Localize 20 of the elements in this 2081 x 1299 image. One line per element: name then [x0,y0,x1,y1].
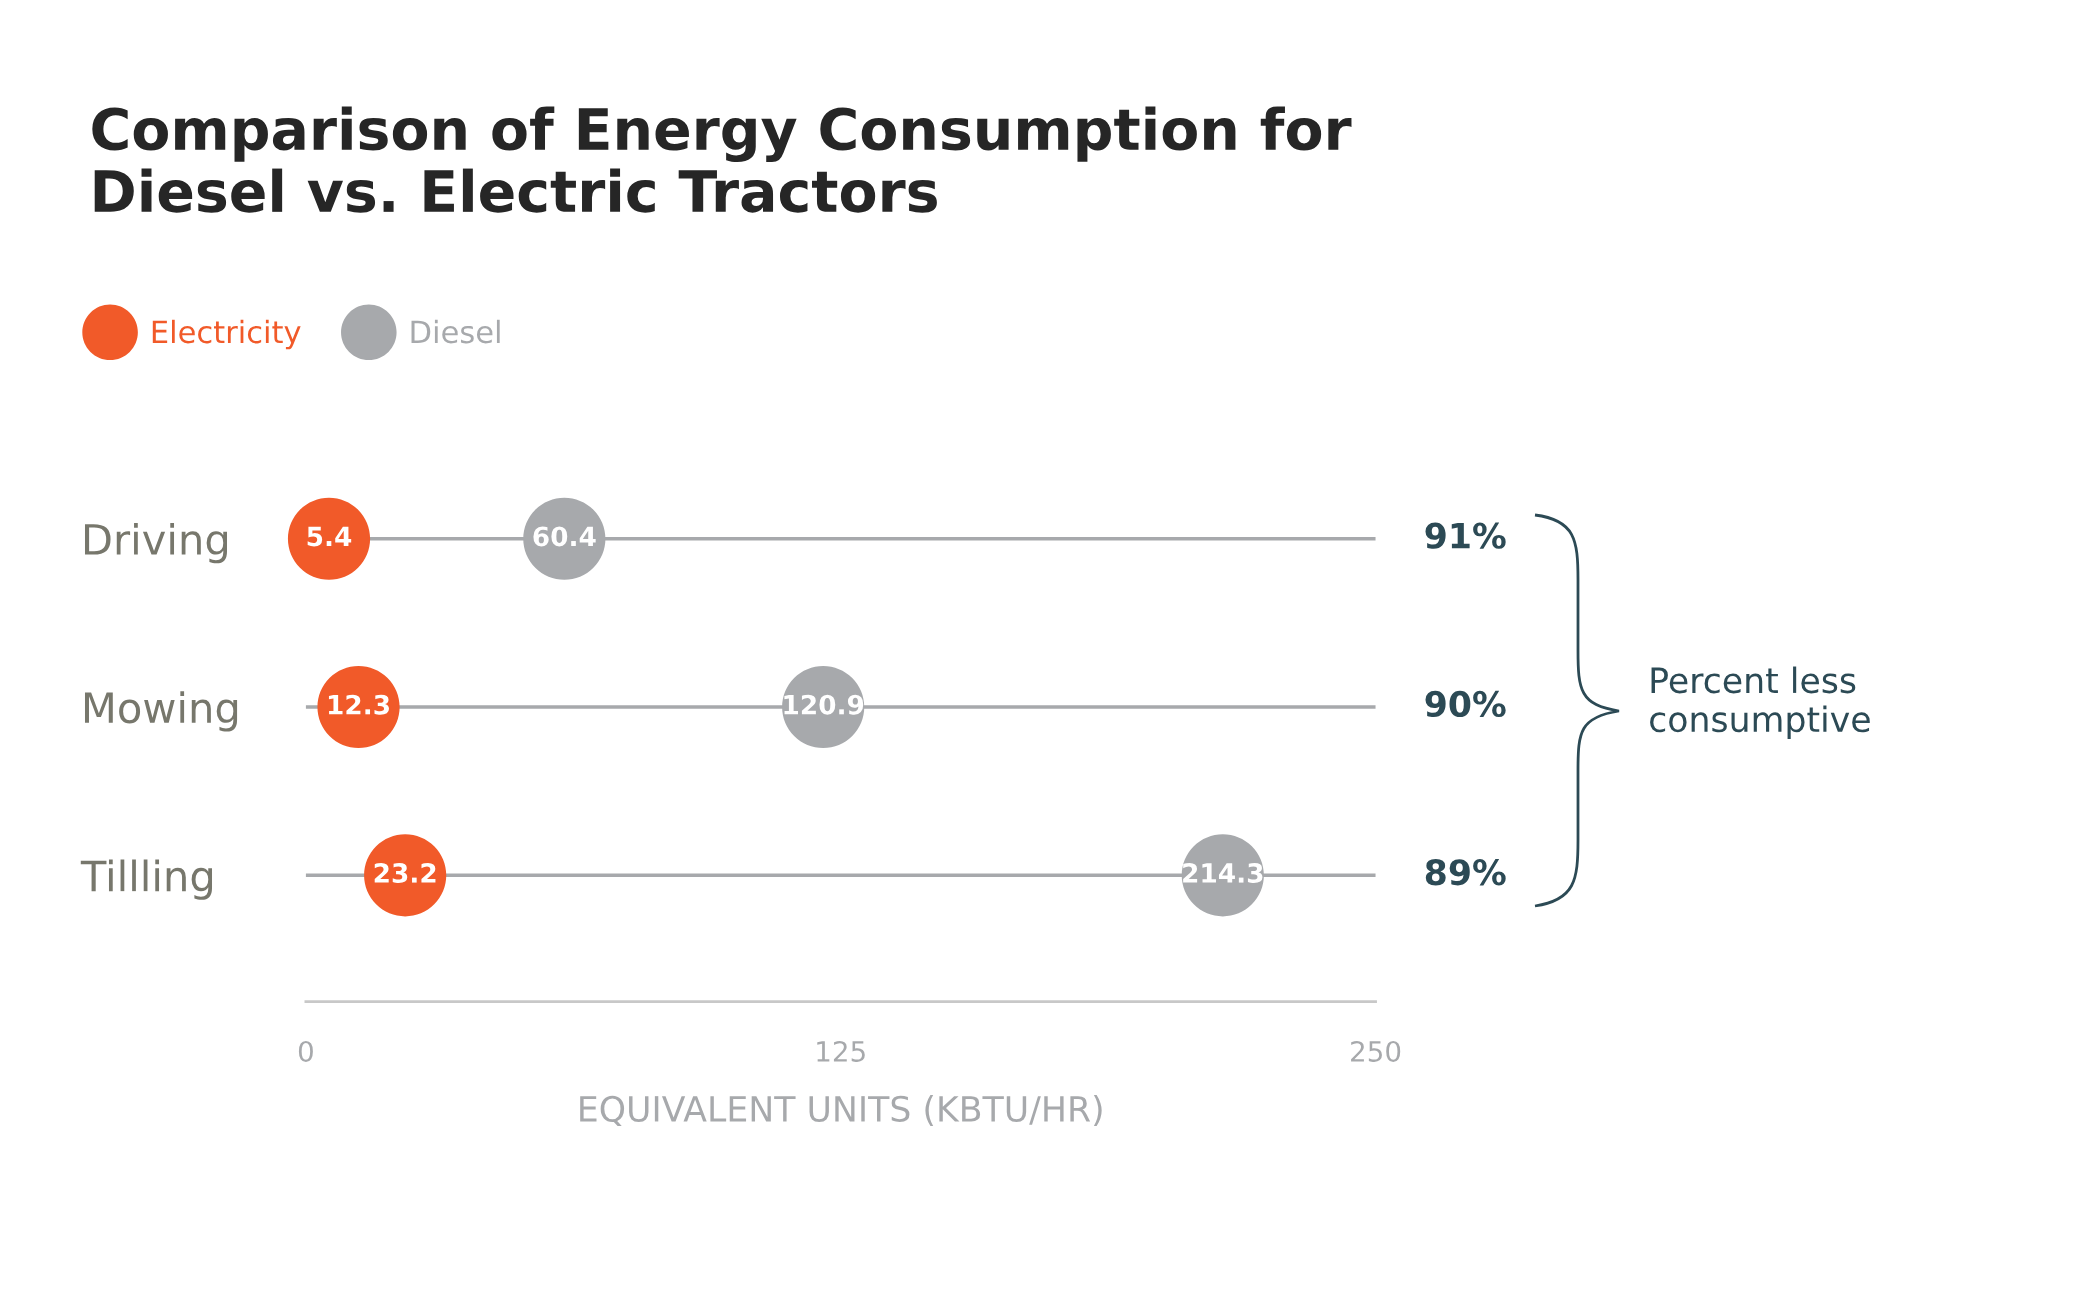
y-tick-label: Mowing [85,691,238,732]
text: 90% [1425,690,1506,718]
text: 89% [1425,859,1506,886]
legend-label: Electricity [152,319,301,350]
data-label: 214.3 [1183,863,1263,883]
x-tick-label: 125 [817,1040,865,1062]
y-tick-label: Tillling [80,859,213,900]
data-label: 5.4 [307,526,352,547]
data-label: 120.9 [784,694,864,715]
data-label: 23.2 [374,863,436,883]
data-label: 60.4 [533,526,596,547]
text: 91% [1425,522,1506,549]
legend-label: Diesel [411,319,500,344]
x-tick-label: 0 [298,1040,313,1062]
x-axis-title: EQUIVALENT UNITS (KBTU/HR) [580,1095,1102,1127]
data-label: 12.3 [328,694,389,715]
chart-title: Comparison of Energy Consumption for Diesel vs. Electric Tractors [92,106,1352,213]
y-tick-label: Driving [85,522,227,564]
x-tick-label: 250 [1351,1040,1401,1062]
text: Percent less consumptive [1650,666,1870,739]
